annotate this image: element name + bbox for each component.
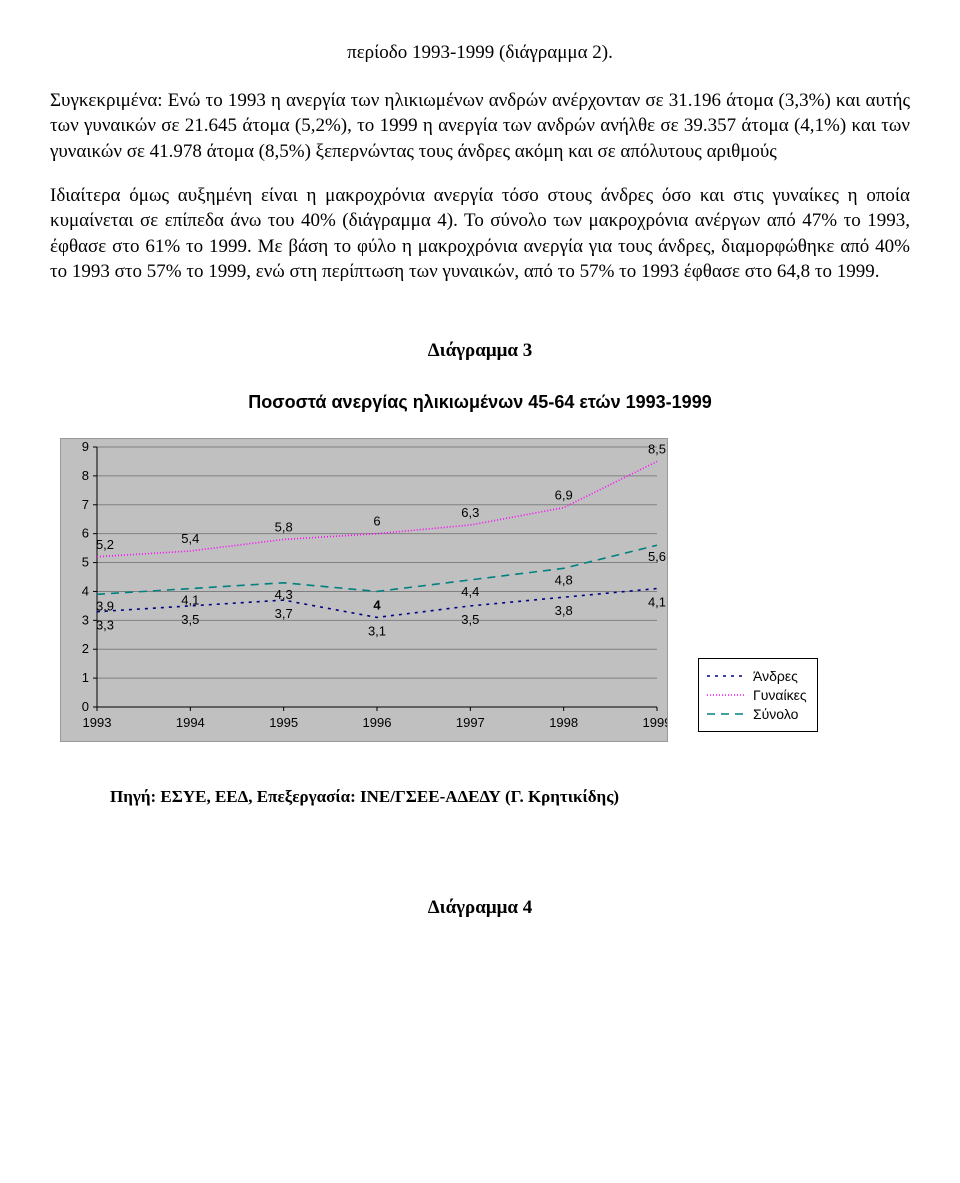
svg-text:3,1: 3,1 [368,624,386,639]
paragraph-2: Συγκεκριμένα: Ενώ το 1993 η ανεργία των … [50,88,910,165]
svg-text:6,3: 6,3 [461,505,479,520]
chart-legend: Άνδρες Γυναίκες Σύνολο [698,658,818,732]
chart-plot: 0 1 2 3 4 5 6 7 8 9 1993 1994 1995 1996 1997 1998 1999 3,… [60,438,668,742]
diagram-3-label: Διάγραμμα 3 [50,340,910,362]
legend-swatch-gynaikes [707,688,745,702]
svg-text:2: 2 [82,641,89,656]
legend-row-andres: Άνδρες [707,668,807,684]
chart-source: Πηγή: ΕΣΥΕ, ΕΕΔ, Επεξεργασία: ΙΝΕ/ΓΣΕΕ-Α… [110,787,910,807]
svg-text:3,5: 3,5 [461,612,479,627]
svg-text:1995: 1995 [269,715,298,730]
diagram-4-label: Διάγραμμα 4 [50,897,910,919]
svg-text:5,6: 5,6 [648,549,666,564]
paragraph-3: Ιδιαίτερα όμως αυξημένη είναι η μακροχρό… [50,183,910,286]
svg-text:3,5: 3,5 [181,612,199,627]
svg-text:5,2: 5,2 [96,537,114,552]
svg-text:3,3: 3,3 [96,618,114,633]
legend-row-gynaikes: Γυναίκες [707,687,807,703]
line-chart-svg: 0 1 2 3 4 5 6 7 8 9 1993 1994 1995 1996 1997 1998 1999 3,… [61,439,667,735]
chart-container: 0 1 2 3 4 5 6 7 8 9 1993 1994 1995 1996 1997 1998 1999 3,… [50,438,910,742]
svg-text:7: 7 [82,497,89,512]
legend-label-andres: Άνδρες [753,668,798,684]
svg-text:1999: 1999 [643,715,667,730]
svg-text:4,1: 4,1 [181,593,199,608]
legend-label-synolo: Σύνολο [753,706,798,722]
svg-text:5,4: 5,4 [181,531,199,546]
svg-text:3,7: 3,7 [275,606,293,621]
svg-text:4: 4 [82,584,89,599]
svg-text:5,8: 5,8 [275,520,293,535]
svg-text:1: 1 [82,670,89,685]
svg-text:1994: 1994 [176,715,205,730]
chart-title: Ποσοστά ανεργίας ηλικιωμένων 45-64 ετών … [50,392,910,413]
legend-label-gynaikes: Γυναίκες [753,687,807,703]
svg-text:1998: 1998 [549,715,578,730]
paragraph-1: περίοδο 1993-1999 (διάγραμμα 2). [50,40,910,66]
svg-text:3: 3 [82,612,89,627]
svg-text:3,9: 3,9 [96,598,114,613]
svg-text:6: 6 [373,514,380,529]
svg-text:5: 5 [82,555,89,570]
svg-text:8: 8 [82,468,89,483]
legend-swatch-synolo [707,707,745,721]
svg-text:1993: 1993 [83,715,112,730]
svg-text:1996: 1996 [363,715,392,730]
svg-text:4,1: 4,1 [648,595,666,610]
svg-text:4: 4 [373,598,381,613]
svg-text:1997: 1997 [456,715,485,730]
svg-text:3,8: 3,8 [555,603,573,618]
svg-text:0: 0 [82,699,89,714]
svg-text:8,5: 8,5 [648,442,666,457]
svg-text:4,4: 4,4 [461,584,479,599]
svg-text:9: 9 [82,439,89,454]
svg-text:6,9: 6,9 [555,488,573,503]
legend-swatch-andres [707,669,745,683]
svg-text:6: 6 [82,526,89,541]
svg-text:4,8: 4,8 [555,572,573,587]
svg-text:4,3: 4,3 [275,587,293,602]
legend-row-synolo: Σύνολο [707,706,807,722]
